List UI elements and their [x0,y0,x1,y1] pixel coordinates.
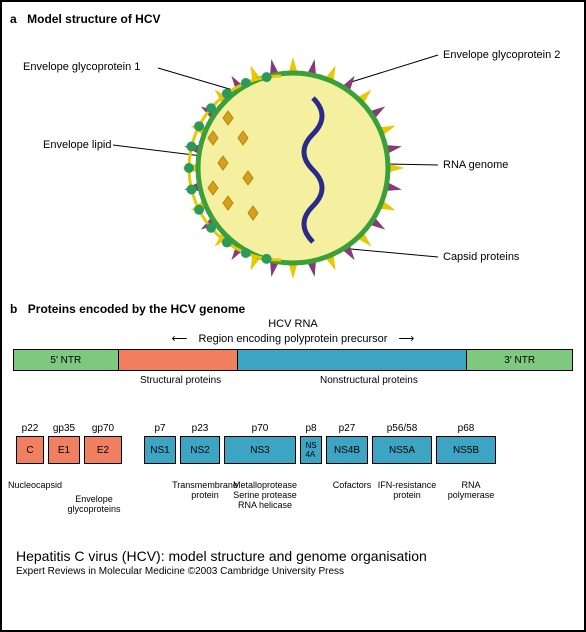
protein-col: p70NS3 [224,423,296,464]
protein-box-ns1: NS1 [144,436,176,464]
virus-diagram: Envelope glycoprotein 1 Envelope glycopr… [13,28,573,298]
label-env-gp2: Envelope glycoprotein 2 [443,49,560,61]
protein-box-ns3: NS3 [224,436,296,464]
protein-box-ns4a: NS4A [300,436,322,464]
bar-nonstructural [238,350,467,370]
structural-label: Structural proteins [140,375,221,386]
leader-line [348,55,438,83]
section-b-label: b [10,302,17,316]
protein-box-ns4b: NS4B [326,436,368,464]
protein-weight: p7 [154,423,165,434]
protein-weight: p68 [458,423,475,434]
protein-weight: gp35 [53,423,75,434]
arrow-right-icon: ⟶ [399,333,415,345]
arrow-left-icon: ⟵ [172,333,188,345]
section-a: a Model structure of HCV Envelope glycop… [10,10,576,300]
protein-col: p7NS1 [144,423,176,464]
protein-box-e1: E1 [48,436,80,464]
protein-weight: p70 [252,423,269,434]
protein-desc: RNA polymerase [431,480,511,500]
region-label-row: ⟵ Region encoding polyprotein precursor … [10,332,576,345]
protein-desc: Nucleocapsid [0,480,75,490]
bar-structural [119,350,239,370]
bar-3ntr: 3' NTR [467,350,572,370]
protein-col: gp70 E2 [84,423,122,464]
figure-container: a Model structure of HCV Envelope glycop… [0,0,586,632]
description-row: NucleocapsidTransmembrane proteinMetallo… [10,480,576,540]
membrane-circle [198,73,388,263]
protein-col: p27 NS4B [326,423,368,464]
genome-bar: 5' NTR 3' NTR [13,349,573,371]
protein-col: p68 NS5B [436,423,496,464]
section-b-header: b Proteins encoded by the HCV genome [10,300,576,318]
protein-box-ns5a: NS5A [372,436,432,464]
protein-desc: Metalloprotease Serine protease RNA heli… [225,480,305,510]
footer-title: Hepatitis C virus (HCV): model structure… [10,548,576,564]
section-a-title: Model structure of HCV [27,12,160,26]
protein-col: p22 C [16,423,44,464]
label-env-gp1: Envelope glycoprotein 1 [23,61,140,73]
label-env-lipid: Envelope lipid [43,139,112,151]
section-b: b Proteins encoded by the HCV genome HCV… [10,300,576,577]
protein-box-ns2: NS2 [180,436,220,464]
protein-weight: gp70 [92,423,114,434]
protein-weight: p8 [305,423,316,434]
protein-box-e2: E2 [84,436,122,464]
label-rna: RNA genome [443,159,508,171]
label-capsid: Capsid proteins [443,251,520,263]
bar-5ntr: 5' NTR [14,350,119,370]
protein-weight: p22 [22,423,39,434]
protein-box-ns5b: NS5B [436,436,496,464]
section-a-label: a [10,12,17,26]
protein-weight: p23 [192,423,209,434]
protein-col: p23NS2 [180,423,220,464]
section-a-header: a Model structure of HCV [10,10,576,28]
footer-sub: Expert Reviews in Molecular Medicine ©20… [10,566,576,577]
envelope-group-label: Envelope glycoproteins [54,494,134,514]
protein-row: p22Cgp35E1gp70E2p7NS1p23NS2p70NS3p8NS4Ap… [10,423,576,464]
nonstructural-label: Nonstructural proteins [320,375,418,386]
protein-weight: p27 [339,423,356,434]
protein-col: p56/58 NS5A [372,423,432,464]
region-label: Region encoding polyprotein precursor [199,333,388,345]
protein-box-c: C [16,436,44,464]
protein-col: gp35 E1 [48,423,80,464]
protein-weight: p56/58 [387,423,418,434]
protein-col: p8 NS4A [300,423,322,464]
leader-line [158,68,243,93]
hcv-rna-label: HCV RNA [10,318,576,330]
section-b-title: Proteins encoded by the HCV genome [28,302,245,316]
